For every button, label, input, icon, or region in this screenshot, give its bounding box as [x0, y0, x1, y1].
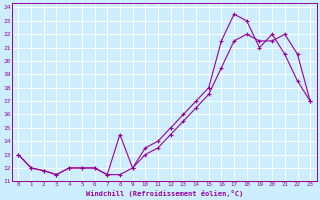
X-axis label: Windchill (Refroidissement éolien,°C): Windchill (Refroidissement éolien,°C) — [86, 190, 243, 197]
